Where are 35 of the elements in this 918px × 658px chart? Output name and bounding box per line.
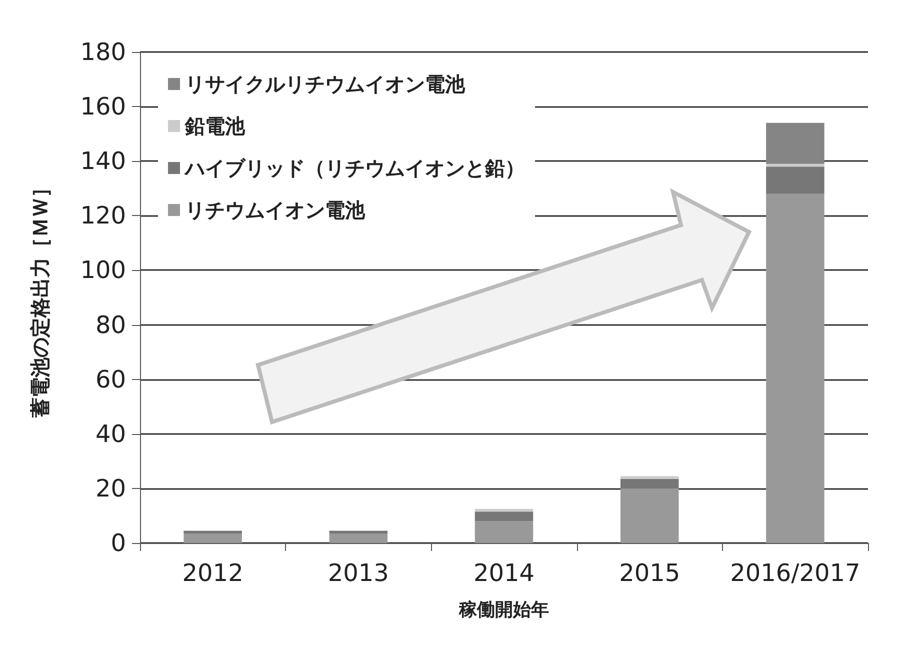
- bar: [184, 530, 242, 534]
- bar: [620, 478, 679, 488]
- x-tick-label: 2014: [473, 559, 535, 587]
- legend-label: リチウムイオン電池: [185, 198, 366, 222]
- y-tick-label: 100: [80, 256, 126, 284]
- bar: [329, 533, 388, 543]
- bar: [620, 488, 679, 543]
- x-tick-label: 2016/2017: [730, 559, 860, 587]
- bar: [766, 166, 824, 194]
- x-tick-label: 2012: [182, 559, 244, 587]
- bar: [766, 194, 824, 543]
- legend-label: ハイブリッド（リチウムイオンと鉛）: [183, 156, 525, 180]
- legend-label: 鉛電池: [184, 114, 246, 138]
- bar: [766, 122, 824, 164]
- bar: [620, 476, 679, 479]
- y-tick-label: 140: [80, 147, 126, 176]
- y-tick-label: 80: [95, 310, 126, 339]
- bar: [329, 530, 388, 534]
- bar: [184, 533, 242, 543]
- y-tick-label: 40: [95, 420, 126, 448]
- bar: [766, 164, 824, 167]
- y-axis-title: 蓄電池の定格出力［ＭＷ］: [28, 178, 52, 418]
- y-tick-label: 120: [80, 202, 126, 230]
- y-tick-label: 0: [110, 529, 126, 557]
- bar: [474, 512, 534, 522]
- y-tick-label: 60: [95, 365, 126, 394]
- x-tick-label: 2015: [619, 559, 680, 587]
- y-tick-label: 20: [95, 474, 126, 502]
- bar: [474, 521, 534, 543]
- legend-label: リサイクルリチウムイオン電池: [185, 72, 466, 96]
- y-tick-label: 180: [80, 38, 126, 66]
- x-axis-title: 稼働開始年: [458, 600, 549, 620]
- y-tick-label: 160: [80, 92, 126, 121]
- x-tick-label: 2013: [328, 559, 389, 587]
- bar: [474, 508, 534, 512]
